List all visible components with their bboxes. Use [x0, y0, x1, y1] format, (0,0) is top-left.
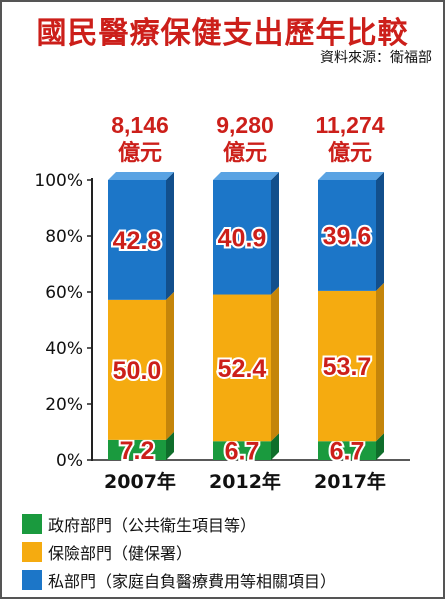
y-tick-label-2: 40% [45, 339, 83, 359]
y-tick-label-0: 0% [56, 451, 83, 471]
bar-top-2 [318, 172, 384, 180]
y-tick-label-4: 80% [45, 227, 83, 247]
bar-side-pri-0 [166, 172, 174, 300]
bar-side-pri-1 [271, 172, 279, 295]
bar-side-ins-2 [376, 283, 384, 441]
bar-side-ins-1 [271, 287, 279, 442]
value-label-gov-0: 7.2 [120, 437, 155, 465]
category-label-2: 2017年 [314, 470, 386, 493]
value-label-gov-1: 6.7 [225, 438, 260, 466]
category-label-0: 2007年 [104, 470, 176, 493]
legend-item-gov: 政府部門（公共衛生項目等） [22, 510, 437, 538]
category-label-1: 2012年 [209, 470, 281, 493]
legend: 政府部門（公共衛生項目等） 保險部門（健保署） 私部門（家庭自負醫療費用等相關項… [22, 510, 437, 594]
total-amount-2: 11,274 [315, 112, 384, 138]
total-unit-1: 億元 [223, 140, 267, 166]
legend-label-ins: 保險部門（健保署） [48, 540, 192, 564]
bar-side-ins-0 [166, 292, 174, 440]
bar-side-pri-2 [376, 172, 384, 291]
total-unit-2: 億元 [328, 140, 372, 166]
total-amount-0: 8,146 [111, 112, 169, 138]
y-tick-label-5: 100% [34, 171, 83, 191]
value-label-ins-1: 52.4 [218, 355, 267, 383]
bar-top-1 [213, 172, 279, 180]
bar-top-0 [108, 172, 174, 180]
value-label-ins-2: 53.7 [323, 353, 372, 381]
legend-item-pri: 私部門（家庭自負醫療費用等相關項目） [22, 566, 437, 594]
value-label-pri-1: 40.9 [218, 224, 267, 252]
total-unit-0: 億元 [118, 140, 162, 166]
legend-swatch-pri [22, 570, 42, 590]
value-label-ins-0: 50.0 [113, 357, 162, 385]
total-amount-1: 9,280 [216, 112, 274, 138]
value-label-pri-0: 42.8 [113, 227, 162, 255]
legend-swatch-gov [22, 514, 42, 534]
y-tick-label-3: 60% [45, 283, 83, 303]
legend-swatch-ins [22, 542, 42, 562]
legend-item-ins: 保險部門（健保署） [22, 538, 437, 566]
value-label-pri-2: 39.6 [323, 222, 372, 250]
value-label-gov-2: 6.7 [330, 438, 365, 466]
y-tick-label-1: 20% [45, 395, 83, 415]
legend-label-gov: 政府部門（公共衛生項目等） [48, 512, 256, 536]
legend-label-pri: 私部門（家庭自負醫療費用等相關項目） [48, 568, 336, 592]
